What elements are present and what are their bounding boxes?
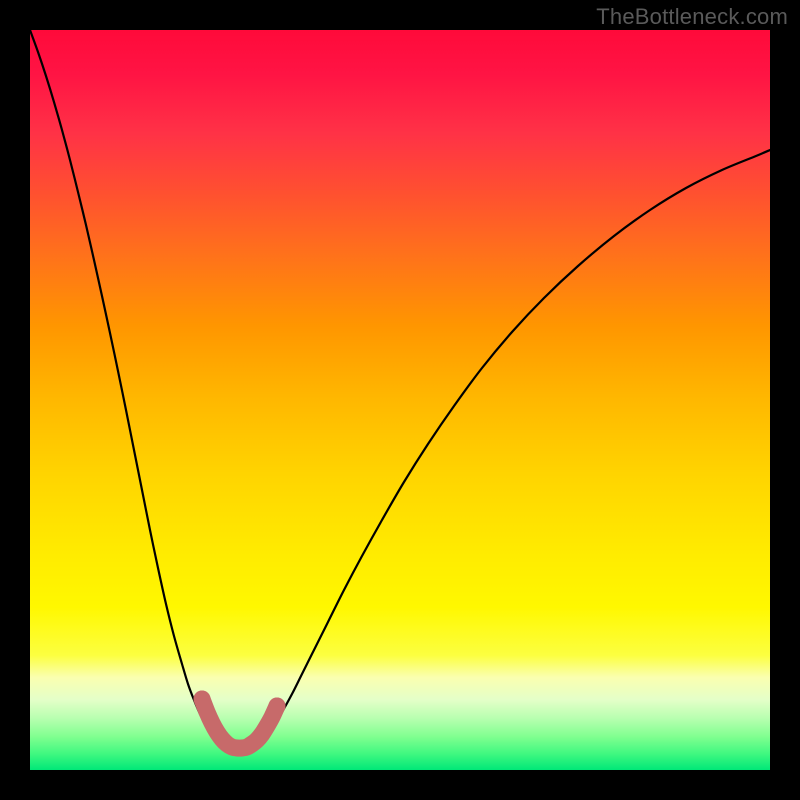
watermark-text: TheBottleneck.com xyxy=(596,4,788,30)
plot-area xyxy=(30,30,770,770)
chart-curve-layer xyxy=(30,30,770,770)
curve-left-branch xyxy=(30,30,218,738)
trough-marker xyxy=(202,699,277,748)
curve-right-branch xyxy=(262,150,770,738)
